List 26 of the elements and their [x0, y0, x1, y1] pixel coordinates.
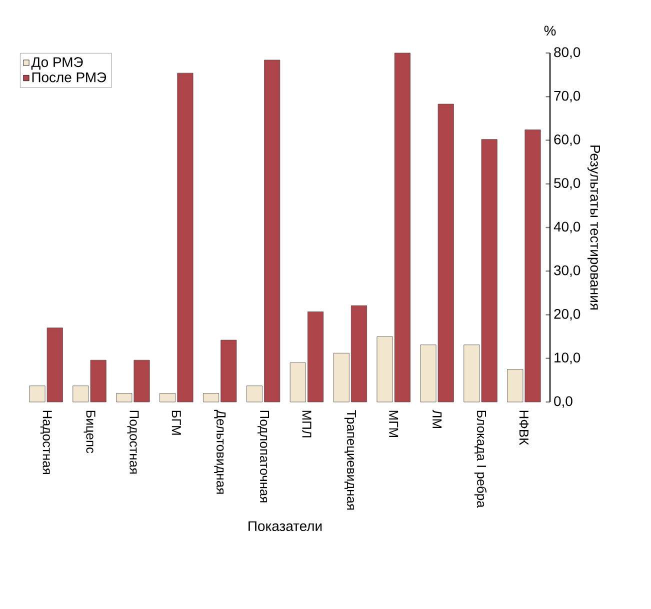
y-tick-label: 0,0	[554, 396, 572, 408]
y-tick-label: 40,0	[554, 222, 580, 234]
y-tick-label: 30,0	[554, 265, 580, 277]
x-axis-title: Показатели	[248, 521, 322, 532]
x-tick-label: Дельтовидная	[214, 410, 226, 494]
x-tick-label: БГМ	[172, 410, 181, 435]
x-tick-label: ЛМ	[432, 410, 442, 428]
x-tick-label: Надостная	[40, 410, 52, 474]
x-tick-label: Подлопаточная	[258, 410, 270, 502]
y-tick-label: 70,0	[554, 90, 580, 102]
y-tick-label: 50,0	[554, 178, 580, 190]
y-tick-label: 20,0	[554, 308, 580, 321]
y-axis-title: Результаты тестирования	[588, 146, 600, 310]
legend-label: До РМЭ	[31, 57, 83, 70]
y-tick-label: 60,0	[554, 134, 580, 146]
y-tick-label: 10,0	[554, 352, 580, 364]
legend-label: После РМЭ	[32, 72, 106, 82]
x-tick-label: Подостная	[127, 410, 139, 474]
y-tick-label: 80,0	[554, 47, 580, 59]
x-tick-label: МГМ	[389, 410, 398, 438]
x-tick-label: Бицепс	[84, 410, 96, 454]
x-tick-label: МПЛ	[302, 410, 312, 438]
text: %	[544, 26, 556, 36]
x-tick-label: Трапециевидная	[344, 410, 356, 510]
x-tick-label: Блокада I ребра	[474, 410, 487, 508]
x-tick-label: НФВК	[519, 410, 528, 446]
